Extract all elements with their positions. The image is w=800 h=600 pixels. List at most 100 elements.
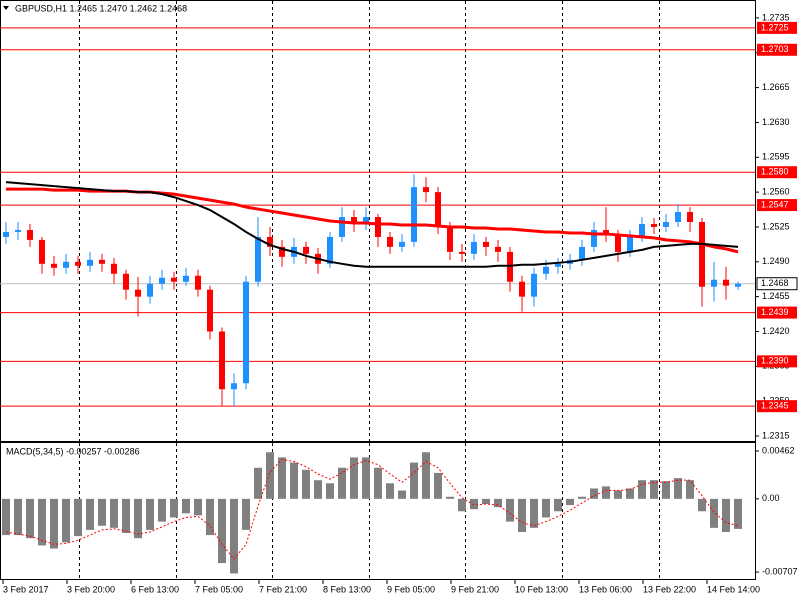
menu-arrow[interactable]: [3, 6, 9, 10]
macd-bar: [350, 457, 358, 499]
candle-body: [447, 226, 453, 252]
candle-body: [687, 212, 693, 222]
candle-body: [435, 192, 441, 227]
candle-body: [159, 277, 165, 284]
candle-body: [87, 259, 93, 266]
x-tick-label: 7 Feb 05:00: [195, 584, 243, 594]
candle-body: [399, 241, 405, 247]
macd-bar: [290, 462, 298, 499]
macd-bar: [386, 483, 394, 499]
y-tick-label: 1.2630: [762, 117, 790, 127]
candle-body: [303, 246, 309, 254]
x-tick-label: 14 Feb 14:00: [707, 584, 760, 594]
y-tick-label: -0.00707: [762, 566, 798, 576]
candle-body: [603, 229, 609, 234]
level-label-box: [757, 400, 797, 413]
macd-bar: [146, 498, 154, 530]
candle-body: [75, 261, 81, 266]
candle-body: [459, 251, 465, 254]
macd-bar: [398, 490, 406, 499]
candle-body: [15, 229, 21, 232]
candle-body: [51, 263, 57, 268]
macd-bar: [422, 452, 430, 499]
candle-body: [579, 246, 585, 260]
candle-body: [195, 275, 201, 290]
candle-body: [111, 263, 117, 274]
macd-bar: [554, 498, 562, 512]
candle-body: [651, 223, 657, 227]
macd-bar: [578, 496, 586, 499]
candle-body: [675, 212, 681, 222]
macd-bar: [530, 498, 538, 528]
level-label-box: [757, 21, 797, 34]
macd-bar: [74, 498, 82, 537]
candle-body: [183, 275, 189, 282]
x-tick-label: 3 Feb 2017: [3, 584, 49, 594]
candle-body: [627, 236, 633, 252]
macd-bar: [734, 498, 742, 529]
macd-bar: [518, 498, 526, 532]
macd-bar: [266, 452, 274, 499]
candle-body: [591, 229, 597, 247]
macd-bar: [446, 496, 454, 499]
y-tick-label: 1.2560: [762, 187, 790, 197]
level-label: 1.2345: [761, 401, 789, 411]
macd-bar: [230, 498, 238, 574]
x-tick-label: 9 Feb 05:00: [387, 584, 435, 594]
candle-body: [483, 241, 489, 247]
candle-body: [699, 221, 705, 287]
candle-body: [471, 241, 477, 254]
macd-bar: [182, 498, 190, 514]
macd-bar: [62, 498, 70, 543]
macd-bar: [698, 498, 706, 512]
level-label-box: [757, 355, 797, 368]
candle-body: [363, 217, 369, 222]
macd-bar: [110, 498, 118, 528]
macd-bar: [14, 498, 22, 536]
candle-body: [735, 283, 741, 287]
candle-body: [519, 281, 525, 297]
moving-average: [5, 181, 739, 268]
macd-bar: [674, 478, 682, 499]
level-label: 1.2547: [761, 199, 789, 209]
macd-bar: [482, 498, 490, 505]
x-tick-label: 3 Feb 20:00: [67, 584, 115, 594]
candle-body: [543, 266, 549, 274]
macd-bar: [86, 498, 94, 530]
y-tick-label: 1.2315: [762, 430, 790, 440]
signal-line: [5, 458, 739, 560]
macd-bar: [158, 498, 166, 522]
candle-body: [99, 259, 105, 264]
y-tick-label: 0.00: [762, 493, 780, 503]
level-label: 1.2703: [761, 44, 789, 54]
level-label-box: [757, 43, 797, 56]
y-tick-label: 1.2735: [762, 12, 790, 22]
candle-body: [495, 246, 501, 252]
macd-bar: [218, 498, 226, 564]
macd-bar: [2, 498, 10, 536]
last-price-label: 1.2468: [761, 278, 789, 288]
macd-bar: [134, 498, 142, 539]
main-title: GBPUSD,H1 1.2465 1.2470 1.2462 1.2468: [15, 3, 187, 13]
y-tick-label: 1.2420: [762, 326, 790, 336]
level-label: 1.2580: [761, 167, 789, 177]
macd-bar: [242, 498, 250, 530]
candle-body: [135, 289, 141, 297]
candle-body: [231, 383, 237, 390]
level-label-box: [757, 199, 797, 212]
x-tick-label: 8 Feb 13:00: [323, 584, 371, 594]
macd-bar: [542, 498, 550, 518]
level-label: 1.2725: [761, 22, 789, 32]
x-tick-label: 9 Feb 21:00: [451, 584, 499, 594]
macd-bar: [470, 498, 478, 510]
candle-body: [555, 263, 561, 267]
macd-bar: [434, 472, 442, 499]
candle-body: [171, 277, 177, 282]
macd-bar: [194, 498, 202, 516]
x-tick-label: 13 Feb 22:00: [643, 584, 696, 594]
macd-bar: [638, 480, 646, 499]
macd-bar: [302, 469, 310, 499]
level-label: 1.2439: [761, 307, 789, 317]
macd-bar: [278, 457, 286, 499]
